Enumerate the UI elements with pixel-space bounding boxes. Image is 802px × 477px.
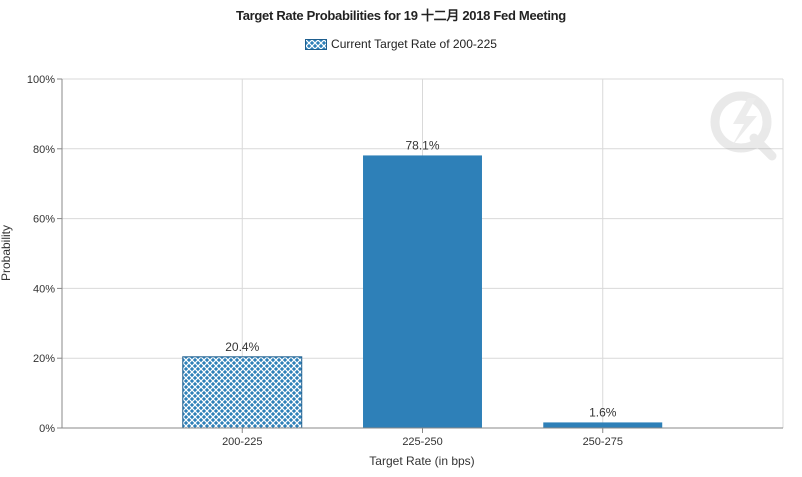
y-tick-label: 100%	[27, 74, 55, 86]
y-axis-title: Probability	[0, 225, 13, 281]
data-label-200-225: 20.4%	[225, 340, 259, 354]
bar-200-225	[182, 356, 303, 429]
data-label-250-275: 1.6%	[589, 405, 617, 419]
bar-250-275	[543, 422, 663, 428]
x-tick-label: 225-250	[402, 436, 442, 448]
y-tick-label: 40%	[33, 283, 55, 295]
x-tick-label: 250-275	[583, 436, 623, 448]
legend-label: Current Target Rate of 200-225	[331, 37, 497, 51]
legend-swatch	[305, 38, 328, 50]
axis-layer: 0% 20% 40% 60% 80% 100% 200-225 225-250 250-275	[27, 74, 783, 448]
x-tick-label: 200-225	[222, 436, 262, 448]
y-tick-label: 80%	[33, 144, 55, 156]
data-label-225-250: 78.1%	[405, 138, 439, 152]
chart-title: Target Rate Probabilities for 19 十二月 201…	[236, 8, 566, 23]
x-axis-title: Target Rate (in bps)	[369, 454, 474, 468]
y-tick-label: 60%	[33, 214, 55, 226]
quikstrike-logo-icon	[710, 91, 777, 161]
y-tick-label: 20%	[33, 353, 55, 365]
legend: Current Target Rate of 200-225	[0, 37, 802, 51]
y-tick-label: 0%	[39, 423, 55, 435]
bar-225-250	[363, 155, 482, 428]
bars-layer: 20.4% 78.1% 1.6%	[182, 138, 663, 429]
